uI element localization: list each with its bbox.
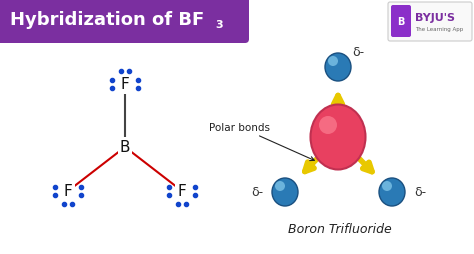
FancyBboxPatch shape (0, 0, 249, 44)
FancyBboxPatch shape (388, 3, 472, 42)
Ellipse shape (325, 54, 351, 82)
Ellipse shape (275, 181, 285, 191)
Text: F: F (120, 77, 129, 92)
Text: 3: 3 (215, 20, 223, 30)
Text: Boron Trifluoride: Boron Trifluoride (288, 223, 392, 235)
Text: δ-: δ- (352, 46, 364, 59)
Ellipse shape (382, 181, 392, 191)
Text: The Learning App: The Learning App (415, 27, 463, 32)
Ellipse shape (319, 117, 337, 134)
Ellipse shape (379, 178, 405, 206)
Text: B: B (397, 17, 405, 27)
FancyBboxPatch shape (391, 6, 411, 38)
Text: Hybridization of BF: Hybridization of BF (10, 11, 204, 29)
Text: F: F (64, 184, 73, 199)
Text: δ-: δ- (414, 186, 426, 199)
Text: F: F (178, 184, 186, 199)
Text: δ-: δ- (251, 186, 263, 199)
Ellipse shape (310, 105, 365, 170)
Text: BYJU'S: BYJU'S (415, 13, 455, 23)
Ellipse shape (272, 178, 298, 206)
Ellipse shape (328, 57, 338, 67)
Text: B: B (120, 140, 130, 155)
Text: Polar bonds: Polar bonds (209, 122, 314, 161)
